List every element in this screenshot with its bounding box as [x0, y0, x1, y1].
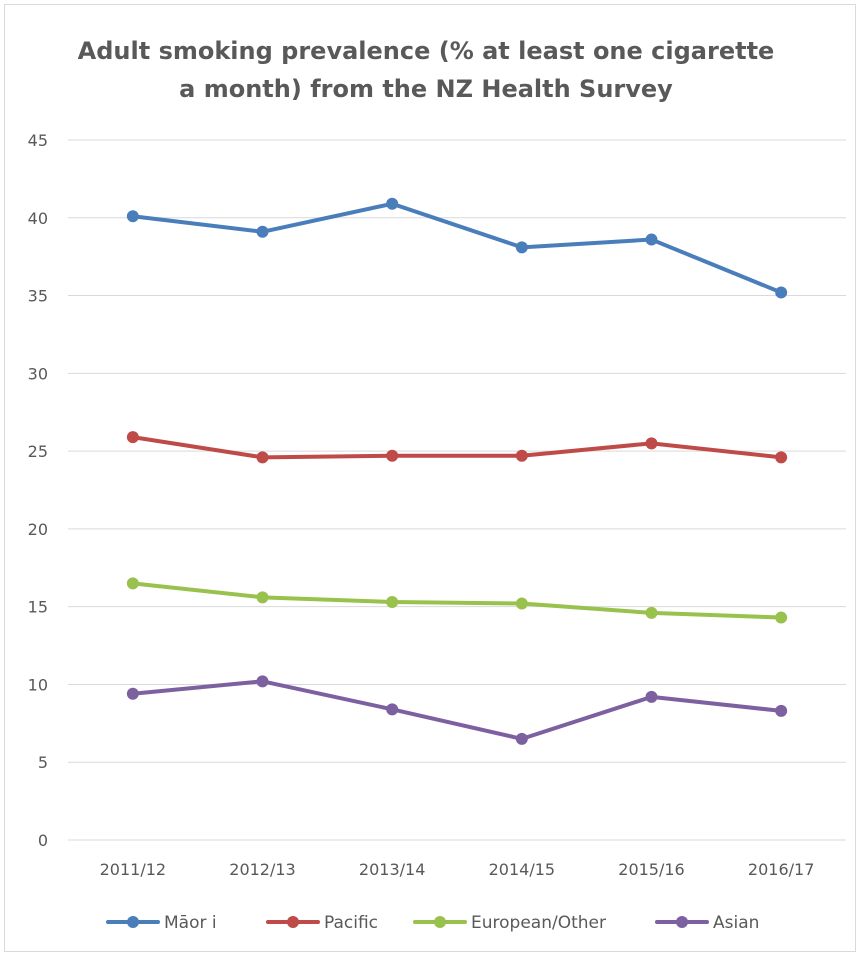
x-tick-label: 2013/14 — [359, 860, 425, 879]
series-path — [130, 679, 784, 741]
y-axis-ticks: 0 5 10 15 20 25 30 35 40 45 — [28, 131, 48, 850]
data-point — [386, 596, 399, 608]
data-point — [256, 225, 269, 238]
data-point — [126, 431, 139, 444]
legend-label: European/Other — [471, 913, 606, 933]
data-point — [126, 577, 139, 590]
series-line-0 — [126, 197, 788, 299]
legend-item: Māor i — [106, 913, 217, 933]
y-tick-label: 0 — [38, 831, 48, 850]
series-line-2 — [126, 577, 788, 624]
y-tick-label: 30 — [28, 364, 48, 383]
data-point — [515, 449, 528, 462]
data-point — [775, 451, 788, 464]
legend-item: Asian — [655, 913, 759, 933]
legend-marker — [434, 916, 446, 928]
y-tick-label: 35 — [28, 287, 48, 306]
legend-label: Māor i — [164, 913, 217, 933]
data-point — [775, 286, 788, 299]
y-tick-label: 20 — [28, 520, 48, 539]
x-tick-label: 2014/15 — [489, 860, 555, 879]
data-point — [386, 703, 399, 716]
data-point — [645, 233, 658, 246]
chart-title-line-2: a month) from the NZ Health Survey — [179, 75, 673, 103]
y-tick-label: 15 — [28, 598, 48, 617]
legend-marker — [676, 916, 688, 928]
series-path — [130, 581, 784, 620]
legend-marker — [287, 916, 299, 928]
y-tick-label: 45 — [28, 131, 48, 150]
data-point — [256, 591, 269, 604]
data-point — [515, 732, 528, 745]
data-point — [645, 606, 658, 619]
legend: Māor i Pacific European/Other Asian — [106, 913, 759, 933]
chart-title: Adult smoking prevalence (% at least one… — [0, 32, 852, 108]
y-tick-label: 5 — [38, 753, 48, 772]
x-tick-label: 2012/13 — [229, 860, 295, 879]
data-point — [256, 675, 269, 688]
data-point — [126, 687, 139, 700]
series-path — [130, 201, 784, 295]
series-group — [126, 197, 788, 745]
legend-label: Asian — [713, 913, 759, 933]
data-point — [645, 690, 658, 703]
x-tick-label: 2015/16 — [618, 860, 684, 879]
chart-title-line-1: Adult smoking prevalence (% at least one… — [77, 37, 775, 65]
data-point — [256, 451, 269, 464]
series-path — [130, 435, 784, 460]
data-point — [126, 210, 139, 223]
data-point — [775, 704, 788, 717]
y-tick-label: 10 — [28, 675, 48, 694]
legend-label: Pacific — [324, 913, 378, 933]
data-point — [775, 611, 788, 624]
chart-frame — [4, 4, 856, 952]
gridlines — [68, 139, 846, 841]
x-tick-label: 2011/12 — [100, 860, 166, 879]
data-point — [386, 197, 399, 210]
y-tick-label: 25 — [28, 442, 48, 461]
x-axis-ticks: 2011/12 2012/13 2013/14 2014/15 2015/16 2016/… — [100, 860, 815, 879]
data-point — [515, 597, 528, 610]
series-line-1 — [126, 431, 788, 464]
data-point — [515, 241, 528, 254]
legend-item: European/Other — [413, 913, 606, 933]
series-line-3 — [126, 675, 788, 745]
data-point — [645, 437, 658, 450]
legend-marker — [127, 916, 139, 928]
y-tick-label: 40 — [28, 209, 48, 228]
legend-item: Pacific — [266, 913, 378, 933]
data-point — [386, 449, 399, 462]
x-tick-label: 2016/17 — [748, 860, 814, 879]
